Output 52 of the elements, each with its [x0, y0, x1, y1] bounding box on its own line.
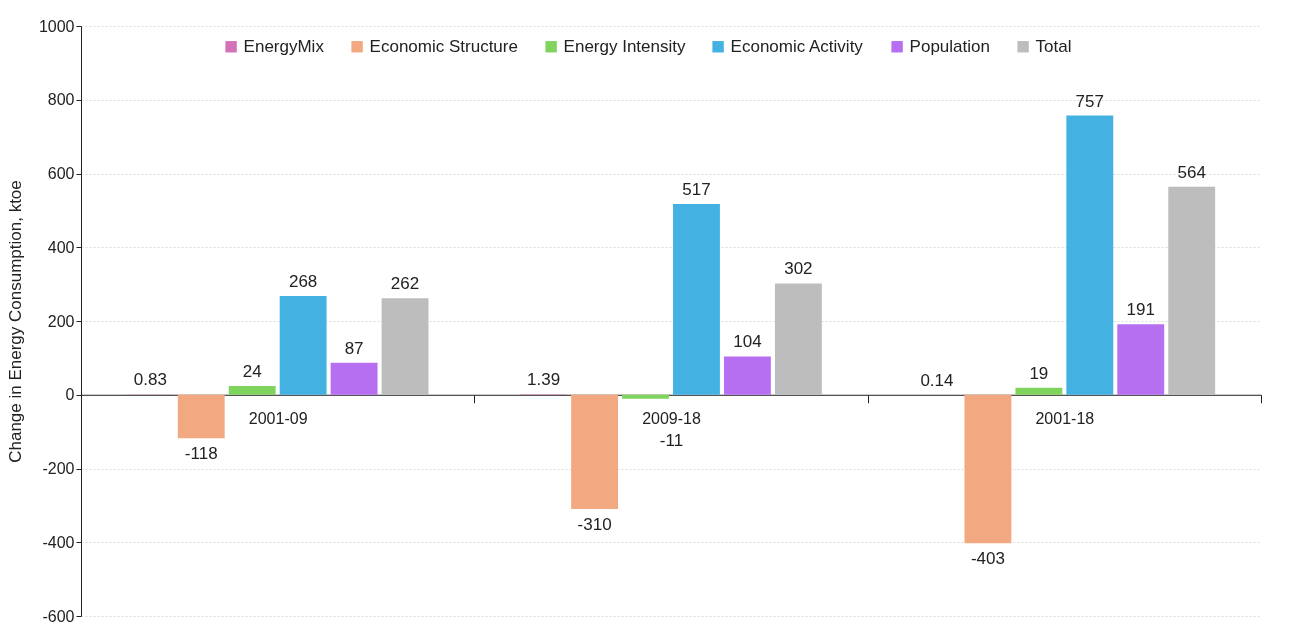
bar	[673, 204, 720, 395]
x-tick-label: 2001-18	[1035, 410, 1095, 428]
data-label: 0.14	[920, 370, 954, 390]
bar	[571, 394, 619, 510]
legend-label: Population	[909, 36, 990, 56]
x-tick-label: 2009-18	[642, 410, 701, 428]
data-label: 757	[1075, 91, 1104, 111]
bar	[622, 394, 669, 399]
bar	[1015, 387, 1063, 395]
data-label: 564	[1177, 162, 1206, 182]
data-label: 302	[784, 259, 813, 279]
data-label: 87	[344, 338, 364, 358]
bar	[381, 298, 429, 395]
data-label: 191	[1126, 300, 1155, 320]
legend-label: Total	[1035, 36, 1072, 56]
bar	[964, 394, 1012, 544]
bar	[1066, 115, 1114, 395]
bar	[279, 295, 327, 395]
y-tick-label: -600	[42, 607, 75, 625]
data-label: 104	[733, 332, 762, 352]
legend-label: EnergyMix	[243, 36, 325, 56]
bar	[177, 394, 225, 439]
legend-label: Economic Activity	[730, 36, 864, 56]
bar	[1168, 186, 1216, 395]
y-tick-label: 0	[65, 386, 75, 404]
legend-label: Energy Intensity	[563, 36, 686, 56]
y-tick-label: 800	[47, 91, 75, 109]
y-axis-title: Change in Energy Consumption, ktoe	[5, 180, 25, 463]
y-tick-label: 200	[47, 312, 75, 330]
bar	[774, 283, 822, 395]
data-label: -403	[970, 549, 1005, 569]
data-label: 1.39	[527, 370, 561, 390]
data-label: 268	[288, 271, 318, 291]
data-label: 19	[1029, 363, 1049, 383]
y-tick-label: 400	[47, 238, 75, 256]
y-tick-label: -200	[42, 460, 75, 477]
data-label: 0.83	[133, 370, 167, 390]
data-label: -118	[184, 444, 218, 464]
bar	[228, 385, 276, 395]
bar	[723, 356, 771, 395]
y-tick-label: -400	[42, 533, 75, 551]
bar	[330, 362, 378, 395]
bar	[1117, 324, 1165, 395]
y-tick-label: 1000	[38, 17, 75, 35]
x-tick-label: 2001-09	[248, 410, 308, 428]
data-label: 517	[682, 180, 711, 200]
data-label: 262	[390, 274, 420, 294]
data-label: 24	[242, 361, 262, 381]
data-label: -11	[659, 430, 684, 450]
data-label: -310	[577, 515, 612, 535]
legend-label: Economic Structure	[369, 36, 518, 56]
y-tick-label: 600	[47, 165, 75, 182]
